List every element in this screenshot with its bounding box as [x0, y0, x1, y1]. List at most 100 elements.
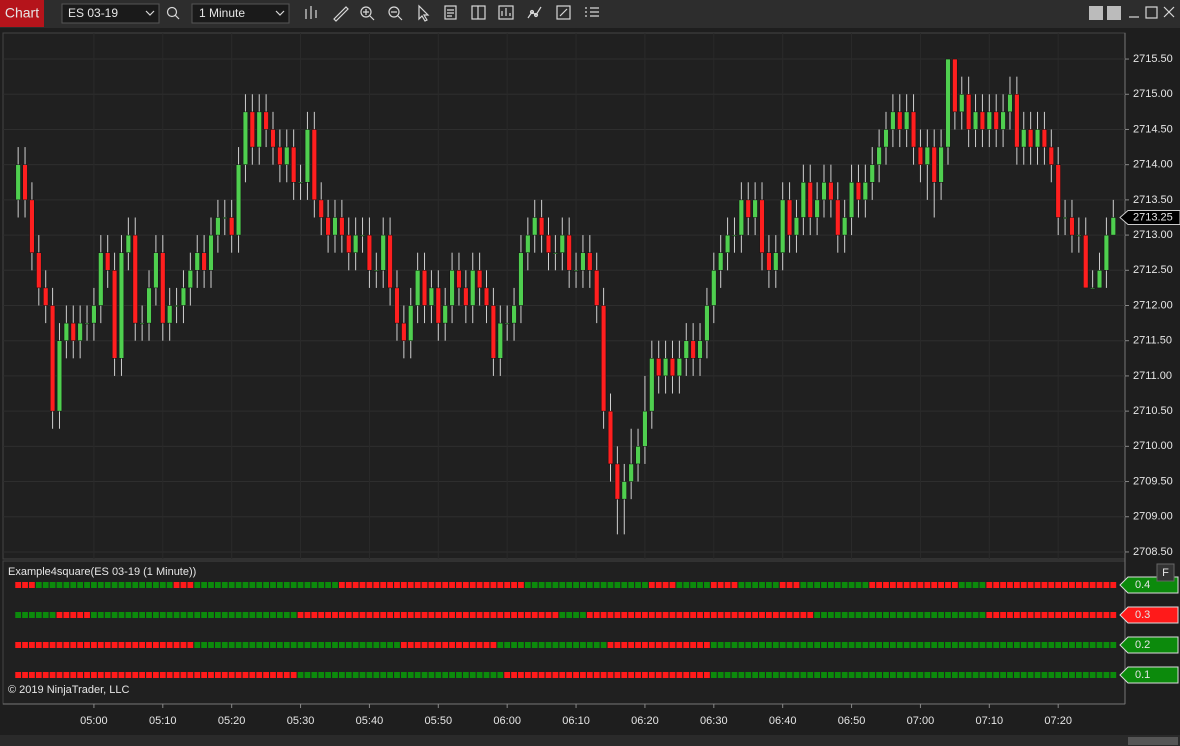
grid: 2708.50 2709.00 2709.50 2710.00 2710.50 2711.…: [3, 33, 1173, 727]
indicator-square: [173, 612, 180, 618]
indicator-square: [1034, 612, 1041, 618]
indicator-square: [538, 582, 545, 588]
indicator-square: [621, 582, 628, 588]
data-box-icon[interactable]: [444, 5, 457, 20]
indicator-square: [366, 612, 373, 618]
drawing-tool-icon[interactable]: [333, 6, 349, 22]
indicator-square: [710, 672, 717, 678]
indicator-button[interactable]: [1156, 563, 1175, 582]
indicator-square: [1041, 612, 1048, 618]
indicator-square: [270, 672, 276, 678]
indicator-square: [15, 582, 22, 588]
indicator-square: [180, 672, 187, 678]
indicator-square: [1027, 672, 1034, 678]
indicator-square: [435, 612, 442, 618]
templates-icon[interactable]: [556, 5, 571, 20]
indicator-square: [993, 612, 1000, 618]
indicator-square: [159, 612, 166, 618]
indicator-square: [283, 612, 290, 618]
maximize-button[interactable]: [1145, 6, 1158, 19]
pointer-icon[interactable]: [418, 4, 430, 22]
indicator-square: [22, 672, 28, 678]
indicator-square: [84, 672, 90, 678]
indicator-square: [1062, 672, 1068, 678]
indicator-square: [635, 582, 641, 588]
indicator-square: [1110, 672, 1117, 678]
indicator-square: [414, 642, 421, 648]
indicator-square: [497, 582, 504, 588]
indicator-square: [772, 642, 779, 648]
candle-body: [910, 111, 917, 148]
window-button[interactable]: [1107, 6, 1121, 20]
close-button[interactable]: [1163, 6, 1175, 18]
indicator-square: [607, 672, 614, 678]
indicator-square: [387, 642, 393, 648]
indicator-square: [70, 672, 77, 678]
value-badge: [1119, 606, 1179, 624]
candle-body: [291, 146, 297, 183]
indicator-square: [841, 582, 848, 588]
search-icon[interactable]: [166, 6, 180, 20]
indicator-square: [15, 672, 22, 678]
candle-body: [594, 270, 600, 306]
indicator-square: [1048, 612, 1055, 618]
scrollbar[interactable]: [0, 735, 1180, 746]
chart-tab[interactable]: [0, 0, 44, 27]
scrollbar-thumb[interactable]: [1128, 737, 1178, 745]
list-icon[interactable]: [585, 7, 599, 17]
indicator-square: [745, 642, 752, 648]
indicator-square: [22, 642, 28, 648]
indicator-square: [215, 642, 221, 648]
indicator-square: [70, 612, 77, 618]
indicators-icon[interactable]: [527, 6, 542, 19]
strategies-icon[interactable]: [498, 5, 514, 20]
zoom-in-icon[interactable]: [360, 6, 375, 21]
indicator-square: [1000, 642, 1006, 648]
indicator-square: [786, 612, 793, 618]
indicator-square: [132, 642, 139, 648]
indicator-square: [1082, 582, 1089, 588]
indicator-square: [704, 642, 710, 648]
candle-body: [229, 217, 235, 236]
indicator-square: [462, 672, 469, 678]
indicator-square: [965, 672, 972, 678]
candle-body: [552, 252, 558, 254]
toolbar: Chart ES 03-19 1 Minute: [0, 0, 1180, 28]
indicator-square: [607, 582, 614, 588]
candle-body: [525, 234, 531, 253]
candle-body: [111, 270, 118, 359]
interval-selector[interactable]: [191, 3, 290, 24]
indicator-square: [793, 642, 800, 648]
indicator-square: [628, 612, 635, 618]
indicator-square: [593, 612, 600, 618]
indicator-square: [834, 642, 841, 648]
indicator-square: [731, 582, 738, 588]
properties-icon[interactable]: [471, 5, 486, 20]
indicator-square: [49, 612, 56, 618]
indicator-square: [22, 582, 28, 588]
candle-body: [1062, 217, 1068, 219]
indicator-square: [766, 612, 772, 618]
indicator-square: [1034, 582, 1041, 588]
indicator-square: [49, 642, 56, 648]
indicator-square: [800, 612, 807, 618]
indicator-square: [841, 612, 848, 618]
window-button[interactable]: [1089, 6, 1103, 20]
instrument-selector[interactable]: [61, 3, 160, 24]
indicator-square: [111, 582, 118, 588]
zoom-out-icon[interactable]: [388, 6, 403, 21]
indicator-square: [201, 642, 208, 648]
indicator-square: [504, 672, 511, 678]
indicator-square: [366, 642, 373, 648]
candle-body: [1007, 94, 1013, 113]
indicator-square: [153, 642, 159, 648]
indicator-square: [951, 642, 958, 648]
indicator-square: [290, 612, 297, 618]
candle-body: [635, 446, 641, 465]
indicator-square: [194, 672, 201, 678]
candle-body: [84, 322, 90, 325]
indicator-square: [180, 612, 187, 618]
indicator-square: [821, 672, 827, 678]
bar-type-icon[interactable]: [305, 6, 317, 19]
